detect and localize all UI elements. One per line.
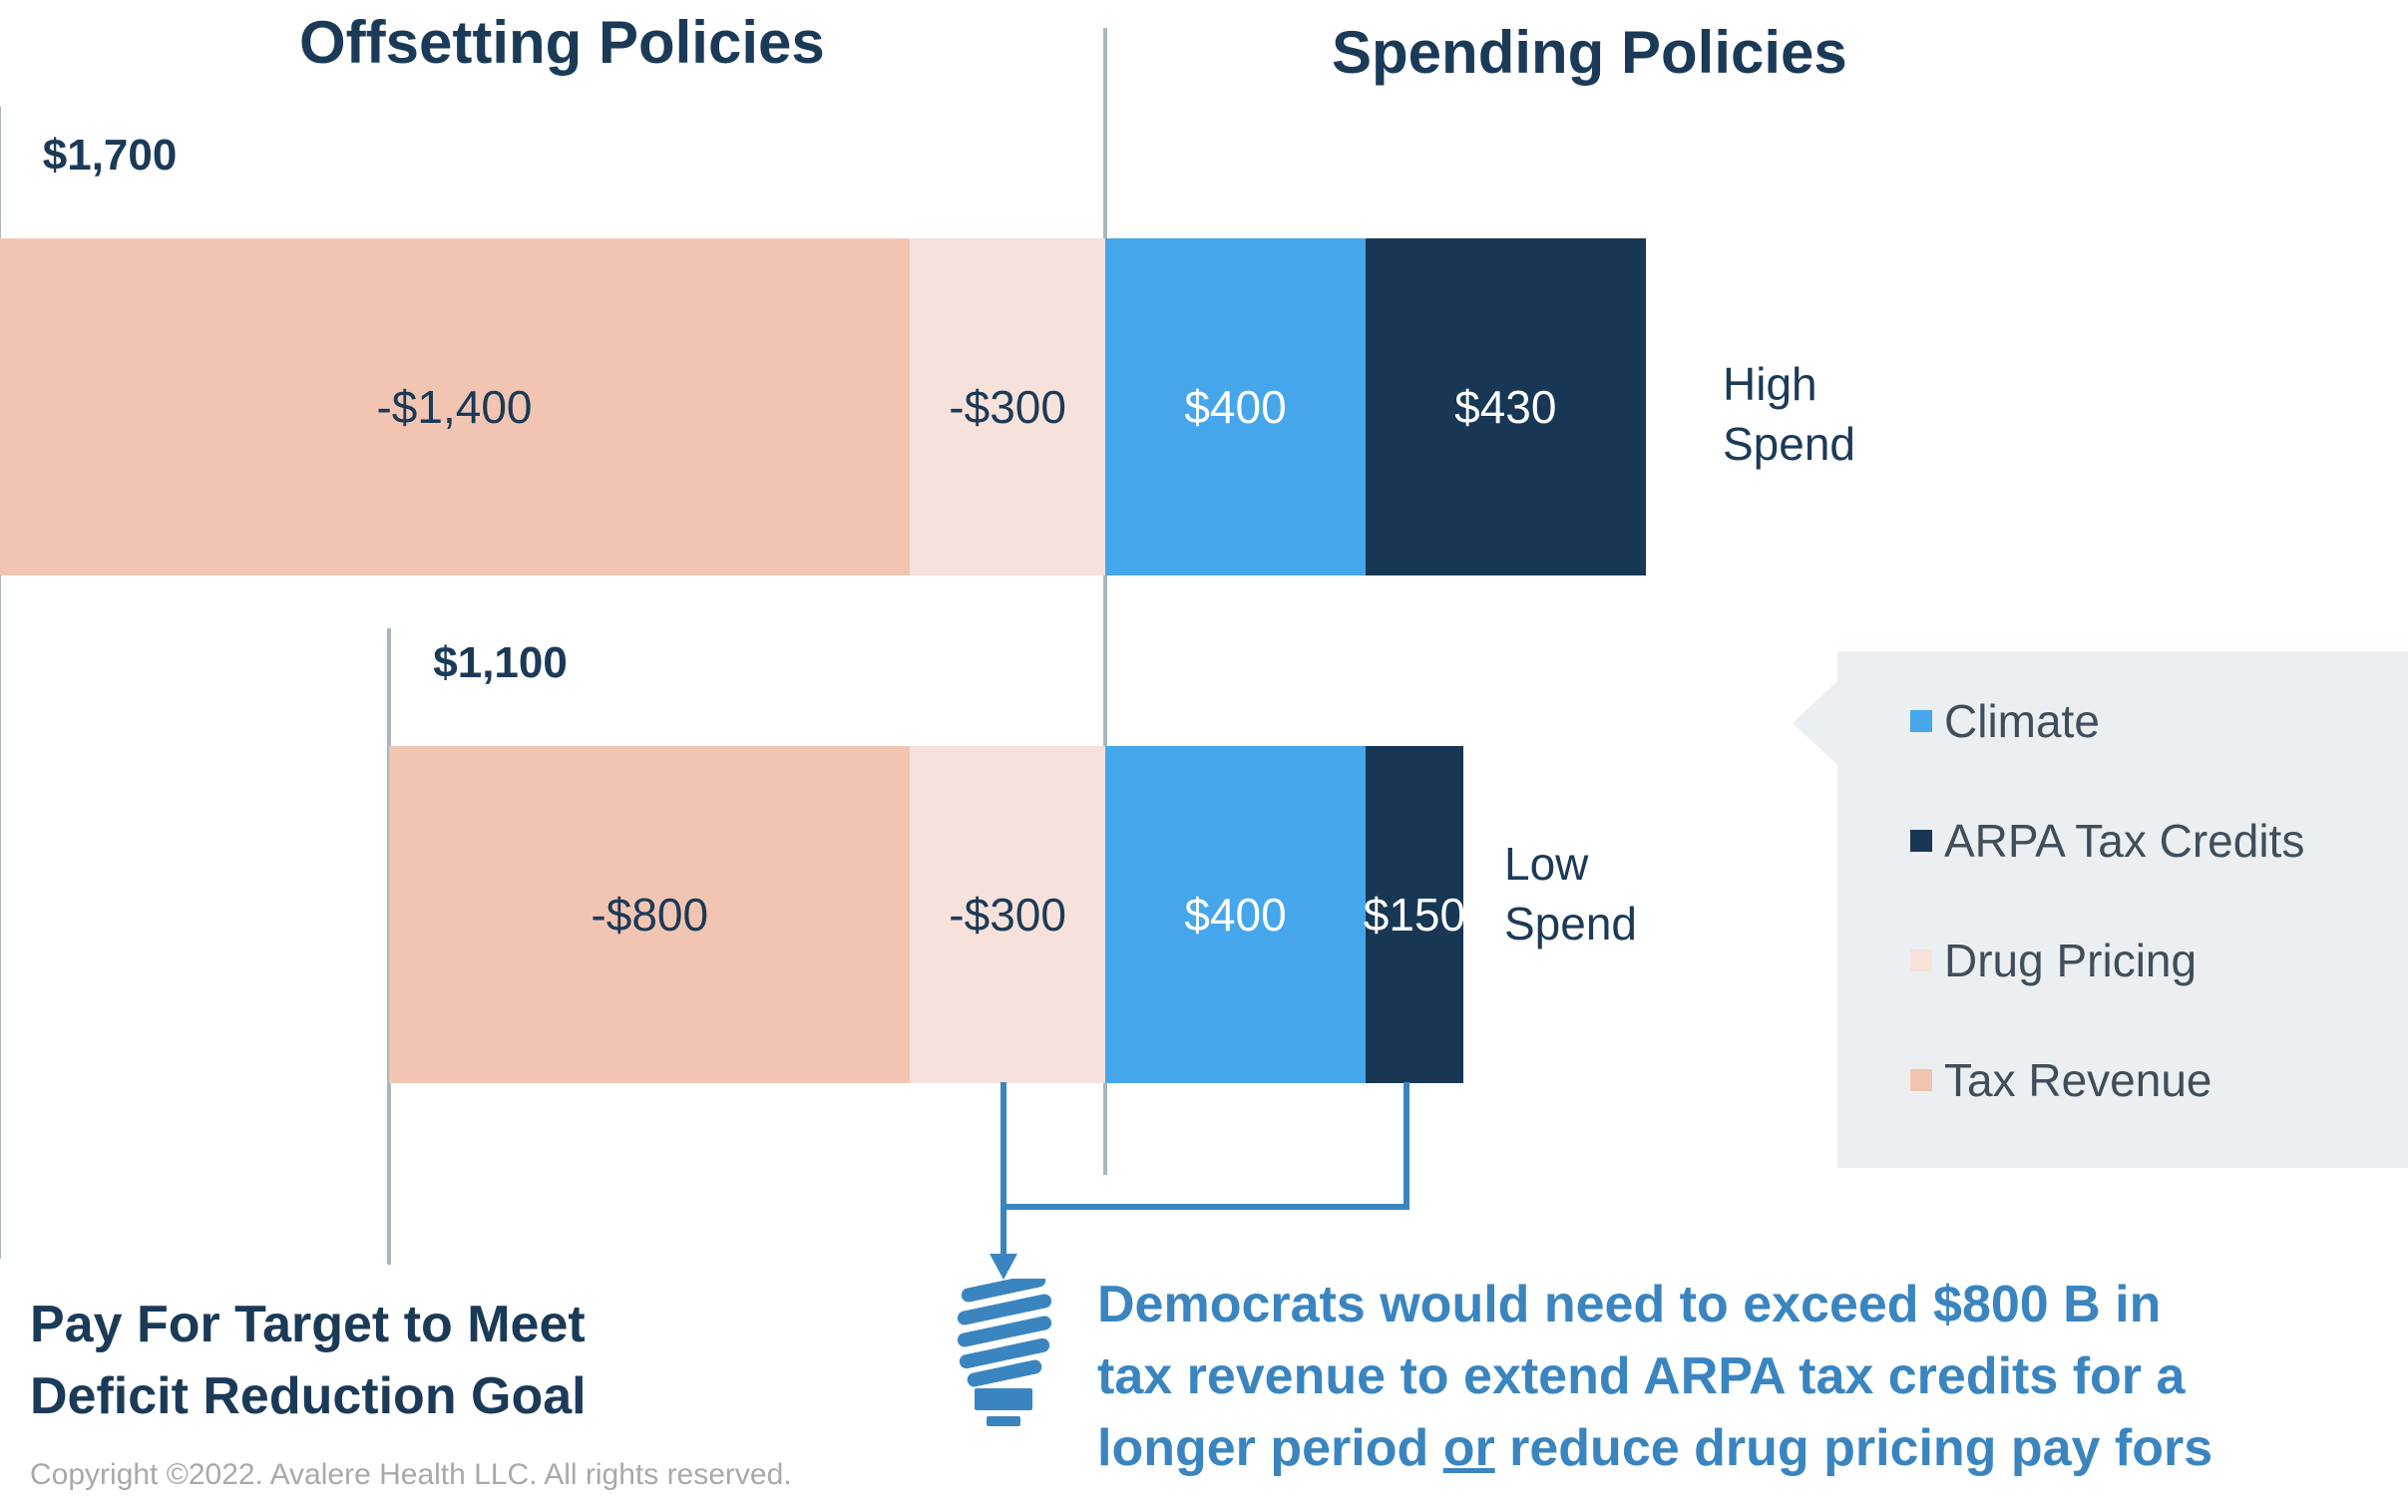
pay-for-target-label: Pay For Target to Meet Deficit Reduction…	[30, 1289, 587, 1432]
legend-label: Drug Pricing	[1944, 935, 2198, 986]
callout-line3-pre: longer period	[1097, 1419, 1443, 1477]
row-label-high-spend: High Spend	[1723, 354, 1855, 474]
callout-text: Democrats would need to exceed $800 B in…	[1097, 1269, 2212, 1484]
callout-line3: longer period or reduce drug pricing pay…	[1097, 1412, 2212, 1484]
legend-swatch-climate	[1910, 710, 1932, 732]
target-line-high-spend	[0, 107, 1, 1259]
row-label-word: Spend	[1504, 898, 1638, 949]
callout-line1: Democrats would need to exceed $800 B in	[1097, 1276, 2162, 1333]
spending-policies-heading: Spending Policies	[1332, 19, 1847, 86]
bar-segment-climate-high-spend: $400	[1105, 238, 1366, 575]
bar-value-label: $430	[1454, 381, 1557, 433]
bar-value-label: -$1,400	[376, 381, 533, 433]
legend-item-drug-pricing: Drug Pricing	[1910, 931, 2304, 990]
connector-arrow	[990, 1082, 1409, 1280]
bar-segment-arpa-tax-credits-high-spend: $430	[1366, 238, 1646, 575]
bar-segment-tax-revenue-low-spend: -$800	[389, 746, 911, 1083]
legend-label: ARPA Tax Credits	[1944, 815, 2305, 867]
bar-segment-tax-revenue-high-spend: -$1,400	[0, 238, 911, 575]
bar-value-label: -$800	[591, 889, 709, 941]
lightbulb-icon	[957, 1279, 1052, 1426]
pay-for-target-line1: Pay For Target to Meet	[30, 1296, 586, 1353]
bar-segment-drug-pricing-high-spend: -$300	[910, 238, 1105, 575]
row-label-low-spend: Low Spend	[1504, 834, 1637, 953]
row-label-word: High	[1723, 358, 1817, 410]
legend-item-tax-revenue: Tax Revenue	[1910, 1050, 2304, 1110]
legend-swatch-tax-revenue	[1910, 1069, 1932, 1091]
bar-value-label: $150	[1363, 889, 1466, 941]
row-label-word: Low	[1504, 838, 1589, 890]
offsetting-policies-heading: Offsetting Policies	[299, 9, 825, 76]
legend-item-arpa-tax-credits: ARPA Tax Credits	[1910, 811, 2304, 871]
legend: Climate ARPA Tax Credits Drug Pricing Tax R…	[1837, 651, 2408, 1168]
bar-segment-climate-low-spend: $400	[1105, 746, 1366, 1083]
bar-value-label: $400	[1184, 381, 1287, 433]
row-label-word: Spend	[1723, 418, 1856, 470]
total-label-low-spend: $1,100	[433, 638, 568, 687]
legend-swatch-drug-pricing	[1910, 949, 1932, 971]
bar-value-label: -$300	[949, 889, 1066, 941]
legend-item-climate: Climate	[1910, 691, 2304, 751]
copyright: Copyright ©2022. Avalere Health LLC. All…	[30, 1458, 792, 1491]
legend-label: Tax Revenue	[1944, 1054, 2212, 1106]
bar-segment-drug-pricing-low-spend: -$300	[910, 746, 1105, 1083]
legend-swatch-arpa-tax-credits	[1910, 830, 1932, 852]
bar-segment-arpa-tax-credits-low-spend: $150	[1363, 746, 1466, 1083]
bar-value-label: $400	[1184, 889, 1287, 941]
callout-line2: tax revenue to extend ARPA tax credits f…	[1097, 1347, 2186, 1405]
legend-label: Climate	[1944, 695, 2100, 747]
pay-for-target-line2: Deficit Reduction Goal	[30, 1367, 587, 1425]
zero-divider-line	[1103, 28, 1107, 1175]
callout-or: or	[1442, 1419, 1495, 1477]
total-label-high-spend: $1,700	[42, 131, 178, 180]
stacked-bar-chart: $1,700 -$300 -$1,400 $400 $430 High Spend $1,10…	[0, 28, 1855, 1265]
callout-line3-post: reduce drug pricing pay fors	[1494, 1419, 2213, 1477]
legend-pointer	[1793, 680, 1838, 766]
bar-value-label: -$300	[949, 381, 1066, 433]
